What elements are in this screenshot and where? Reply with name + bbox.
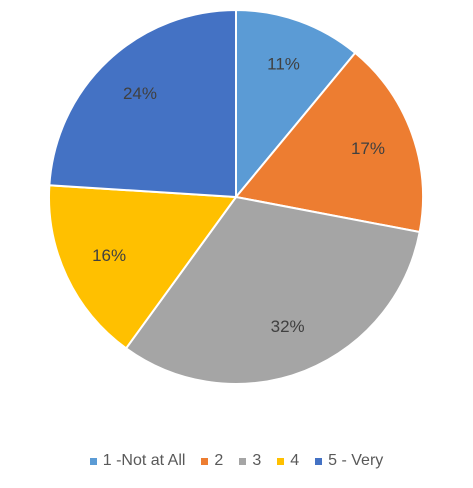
pie-slice xyxy=(235,8,357,200)
pie-slice xyxy=(48,184,238,350)
pie-slice xyxy=(124,195,421,385)
pie-slice xyxy=(48,8,237,199)
chart: 11% 17% 32% 16% 24% xyxy=(48,8,424,385)
legend-swatch xyxy=(89,457,97,465)
legend-swatch xyxy=(201,457,209,465)
legend-item: 2 xyxy=(201,452,223,470)
legend-swatch xyxy=(315,457,323,465)
legend-item: 3 xyxy=(239,452,261,470)
legend: 1 -Not at All 2 3 4 5 - Very xyxy=(0,452,473,470)
legend-label: 1 -Not at All xyxy=(102,452,186,469)
legend-label: 5 - Very xyxy=(328,452,384,469)
data-label: 24% xyxy=(123,84,157,103)
legend-label: 4 xyxy=(290,452,300,469)
legend-item: 4 xyxy=(277,452,299,470)
pie-slice xyxy=(234,51,424,234)
legend-swatch xyxy=(277,457,285,465)
legend-item: 1 -Not at All xyxy=(89,452,186,470)
data-label: 17% xyxy=(351,139,385,158)
legend-swatch xyxy=(239,457,247,465)
legend-item: 5 - Very xyxy=(315,452,383,470)
data-label: 32% xyxy=(271,317,305,336)
data-label: 11% xyxy=(267,55,300,74)
legend-label: 3 xyxy=(252,452,262,469)
data-label: 16% xyxy=(92,246,126,265)
legend-label: 2 xyxy=(214,452,224,469)
